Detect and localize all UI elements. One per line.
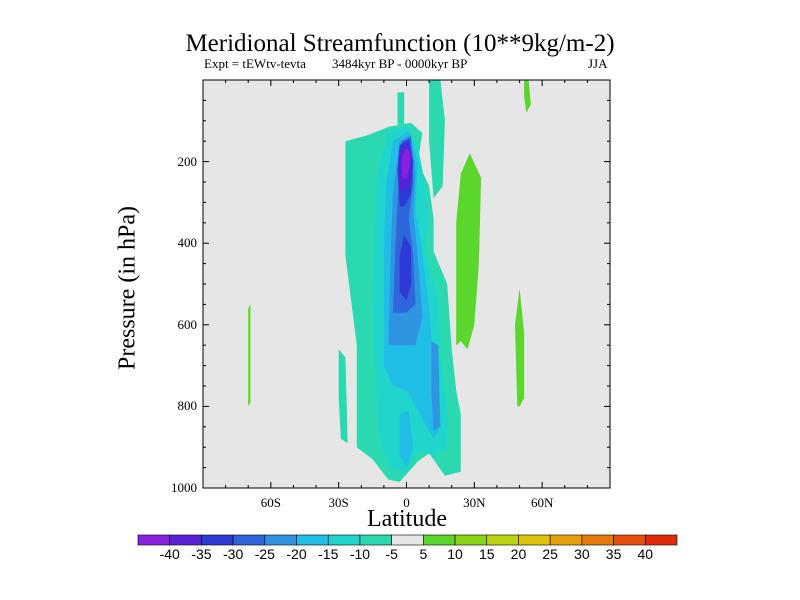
x-tick-label: 60N <box>530 495 554 510</box>
region-green-streak-left <box>248 304 251 407</box>
colorbar-box <box>423 534 456 546</box>
colorbar-box <box>391 534 424 546</box>
region-cyan-stream-upper-left <box>397 92 405 125</box>
region-midblue-right-column <box>431 341 441 431</box>
colorbar-label: -30 <box>222 546 244 562</box>
region-lightblue-lower-blob <box>399 410 414 468</box>
colorbar-box <box>137 534 171 546</box>
y-tick-label: 1000 <box>171 480 197 495</box>
colorbar-label: -25 <box>254 546 275 562</box>
colorbar-label: 40 <box>637 546 654 562</box>
colorbar-box <box>486 534 519 546</box>
colorbar-label: 15 <box>478 546 495 562</box>
colorbar-box <box>264 534 297 546</box>
colorbar-label: -40 <box>159 546 180 562</box>
colorbar-box <box>518 534 551 546</box>
region-violet-core <box>402 148 411 178</box>
region-darkblue-core-lower <box>399 235 411 301</box>
y-tick-label: 400 <box>177 235 198 251</box>
colorbar-label: 10 <box>447 546 463 562</box>
colorbar-box <box>232 534 266 546</box>
colorbar-box <box>549 534 583 546</box>
x-axis-label: Latitude <box>367 506 447 532</box>
colorbar-label: 35 <box>605 546 622 562</box>
colorbar-label: -10 <box>349 546 371 562</box>
colorbar-label: 5 <box>419 546 428 562</box>
colorbar-box <box>201 534 234 546</box>
colorbar-box <box>327 534 361 546</box>
y-tick-label: 800 <box>177 398 198 414</box>
colorbar-label: 25 <box>542 546 558 562</box>
chart-title: Meridional Streamfunction (10**9kg/m-2) <box>185 30 615 57</box>
colorbar-box <box>644 534 678 546</box>
x-tick-label: 60S <box>260 495 281 510</box>
colorbar-box <box>169 534 202 546</box>
y-tick-label: 200 <box>177 153 198 169</box>
x-tick-label: 0 <box>403 495 410 510</box>
colorbar-box <box>296 534 329 546</box>
region-green-column-50n <box>515 288 525 407</box>
region-green-column-30n <box>456 153 482 350</box>
colorbar-label: 30 <box>574 546 590 562</box>
x-tick-label: 30N <box>463 495 486 510</box>
x-tick-label: 30S <box>328 495 349 510</box>
y-tick-label: 600 <box>177 316 198 332</box>
colorbar-box <box>613 534 646 546</box>
colorbar-label: 20 <box>510 546 527 562</box>
colorbar-label: -35 <box>191 546 212 562</box>
experiment-label: Expt = tEWtv-tevta <box>204 56 306 71</box>
colorbar-box <box>454 534 488 546</box>
region-cyan-left-column <box>338 349 348 444</box>
colorbar-label: -5 <box>385 546 398 562</box>
colorbar-label: -15 <box>318 546 339 562</box>
colorbar-box <box>581 534 614 546</box>
region-cyan-stream-upper-right <box>429 80 445 199</box>
colorbar-label: -20 <box>286 546 307 562</box>
colorbar-box <box>359 534 392 546</box>
season-label: JJA <box>588 56 608 71</box>
region-green-streak-top-right <box>524 80 531 113</box>
period-label: 3484kyr BP - 0000kyr BP <box>332 56 468 71</box>
